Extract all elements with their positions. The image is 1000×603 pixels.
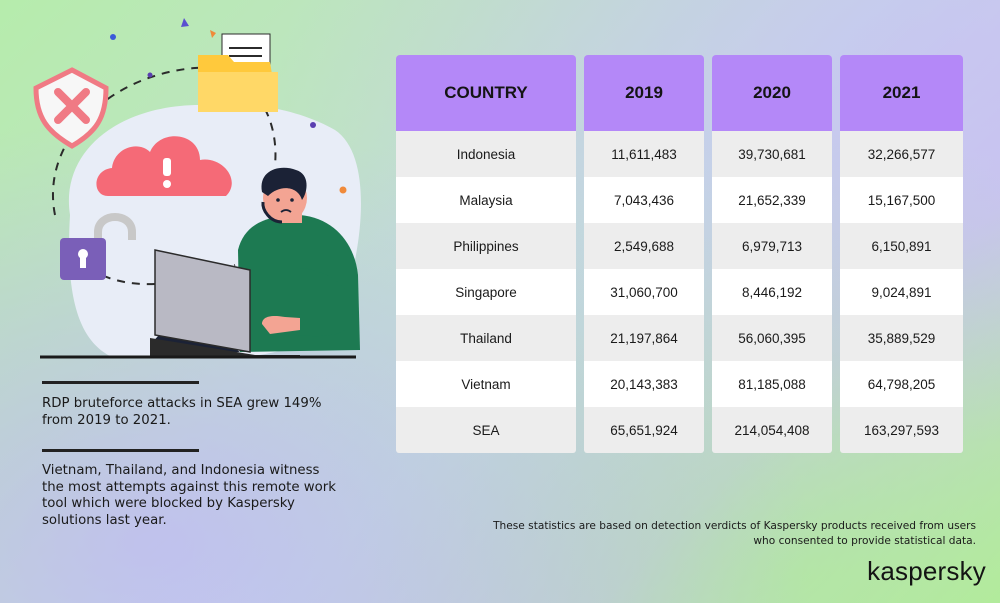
cell-2019: 2,549,688: [584, 223, 704, 269]
column-2019: 2019 11,611,483 7,043,436 2,549,688 31,0…: [584, 55, 704, 453]
cell-2020: 81,185,088: [712, 361, 832, 407]
header-2019: 2019: [584, 55, 704, 131]
illustration-graphic: [33, 18, 361, 359]
divider-middle: [42, 449, 199, 452]
cell-2020: 8,446,192: [712, 269, 832, 315]
cell-2021: 163,297,593: [840, 407, 963, 453]
cell-2019: 65,651,924: [584, 407, 704, 453]
cell-2021: 64,798,205: [840, 361, 963, 407]
footnote-text: These statistics are based on detection …: [493, 520, 976, 547]
cell-country: Indonesia: [396, 131, 576, 177]
cell-2021: 15,167,500: [840, 177, 963, 223]
cell-2021: 6,150,891: [840, 223, 963, 269]
kaspersky-logo: kaspersky: [867, 556, 986, 586]
laptop-icon: [150, 249, 300, 356]
person-at-laptop: [238, 167, 360, 352]
divider-top: [42, 381, 199, 384]
summary-countries-text: Vietnam, Thailand, and Indonesia witness…: [42, 463, 336, 528]
shield-icon: [33, 67, 109, 149]
illustration: [0, 0, 380, 370]
header-2020: 2020: [712, 55, 832, 131]
padlock-icon: [60, 213, 136, 280]
cell-2019: 20,143,383: [584, 361, 704, 407]
cell-2020: 214,054,408: [712, 407, 832, 453]
cell-2020: 56,060,395: [712, 315, 832, 361]
cell-2021: 9,024,891: [840, 269, 963, 315]
cell-2020: 6,979,713: [712, 223, 832, 269]
cloud-alert-icon: [96, 136, 232, 196]
cell-country: Philippines: [396, 223, 576, 269]
cell-2019: 7,043,436: [584, 177, 704, 223]
cell-2020: 21,652,339: [712, 177, 832, 223]
column-2021: 2021 32,266,577 15,167,500 6,150,891 9,0…: [840, 55, 963, 453]
column-2020: 2020 39,730,681 21,652,339 6,979,713 8,4…: [712, 55, 832, 453]
cell-country: Singapore: [396, 269, 576, 315]
cell-2019: 21,197,864: [584, 315, 704, 361]
cell-2021: 35,889,529: [840, 315, 963, 361]
column-country: COUNTRY Indonesia Malaysia Philippines S…: [396, 55, 576, 453]
cell-2019: 31,060,700: [584, 269, 704, 315]
header-2021: 2021: [840, 55, 963, 131]
cell-country: SEA: [396, 407, 576, 453]
cell-country: Thailand: [396, 315, 576, 361]
cell-2020: 39,730,681: [712, 131, 832, 177]
cell-country: Malaysia: [396, 177, 576, 223]
cell-2019: 11,611,483: [584, 131, 704, 177]
cell-2021: 32,266,577: [840, 131, 963, 177]
cell-country: Vietnam: [396, 361, 576, 407]
header-country: COUNTRY: [396, 55, 576, 131]
summary-growth-text: RDP bruteforce attacks in SEA grew 149% …: [42, 396, 322, 428]
folder-icon: [198, 33, 278, 112]
